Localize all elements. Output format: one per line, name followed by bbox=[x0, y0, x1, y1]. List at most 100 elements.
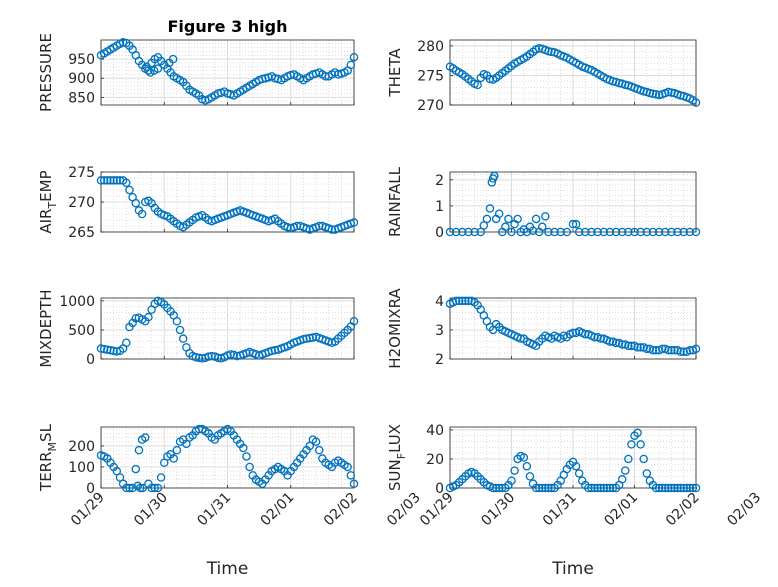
data-point bbox=[657, 483, 667, 493]
data-point bbox=[106, 346, 115, 355]
y-tick-label: 3 bbox=[435, 323, 444, 339]
data-point bbox=[670, 483, 679, 493]
x-tick-label: 01/31 bbox=[194, 490, 234, 530]
data-point bbox=[485, 74, 495, 84]
data-point bbox=[667, 483, 676, 493]
data-point bbox=[507, 227, 516, 237]
data-point bbox=[99, 344, 109, 354]
data-point bbox=[482, 214, 492, 224]
x-axis-label: Time bbox=[206, 559, 249, 579]
data-point bbox=[109, 176, 118, 185]
data-point bbox=[314, 445, 324, 455]
data-point bbox=[314, 221, 324, 231]
y-tick-label: 500 bbox=[68, 323, 95, 339]
data-point bbox=[667, 227, 676, 237]
data-point bbox=[685, 346, 695, 355]
y-axis-label: TERRMSL bbox=[37, 423, 59, 492]
y-tick-label: 2 bbox=[435, 352, 444, 368]
data-point bbox=[602, 483, 612, 493]
data-point bbox=[507, 476, 516, 485]
data-point bbox=[664, 483, 673, 493]
data-point bbox=[522, 461, 532, 471]
y-axis-label: THETA bbox=[386, 48, 404, 98]
data-point bbox=[144, 312, 153, 322]
data-point bbox=[133, 481, 142, 491]
data-point bbox=[642, 469, 652, 478]
data-point bbox=[661, 483, 670, 493]
data-point bbox=[587, 227, 596, 237]
data-point bbox=[670, 346, 679, 355]
data-point bbox=[624, 454, 633, 464]
data-point bbox=[125, 185, 134, 195]
data-point bbox=[636, 343, 645, 352]
data-point bbox=[624, 341, 633, 351]
data-point bbox=[150, 483, 160, 493]
data-point bbox=[636, 440, 645, 449]
x-tick-label: 02/02 bbox=[663, 490, 703, 530]
data-point bbox=[642, 227, 652, 237]
data-point bbox=[691, 344, 701, 354]
data-point bbox=[156, 473, 166, 482]
y-axis-label: AIRTEMP bbox=[37, 170, 59, 233]
data-point bbox=[464, 227, 473, 237]
data-point bbox=[593, 483, 602, 493]
data-point bbox=[679, 483, 688, 493]
y-tick-label: 1 bbox=[435, 199, 444, 215]
data-point bbox=[590, 483, 599, 493]
y-tick-label: 270 bbox=[417, 98, 444, 114]
y-tick-label: 1000 bbox=[59, 294, 95, 310]
data-point bbox=[470, 227, 479, 237]
data-point bbox=[491, 483, 501, 493]
data-point bbox=[473, 80, 482, 90]
data-point bbox=[691, 98, 701, 107]
data-point bbox=[299, 334, 308, 344]
data-point bbox=[605, 483, 615, 493]
data-point bbox=[490, 171, 499, 181]
data-point bbox=[103, 176, 112, 185]
data-point bbox=[172, 316, 182, 326]
data-point bbox=[544, 227, 553, 237]
data-point bbox=[587, 483, 596, 493]
data-point bbox=[621, 466, 630, 475]
y-tick-label: 0 bbox=[86, 352, 95, 368]
data-point bbox=[308, 333, 318, 342]
data-point bbox=[538, 483, 547, 493]
data-point bbox=[122, 338, 131, 347]
data-point bbox=[691, 483, 701, 493]
data-point bbox=[688, 483, 698, 493]
data-point bbox=[531, 214, 541, 224]
data-point bbox=[504, 214, 513, 224]
data-point bbox=[178, 334, 188, 343]
data-point bbox=[639, 454, 648, 464]
data-point bbox=[596, 483, 605, 493]
data-point bbox=[590, 332, 599, 342]
data-point bbox=[673, 483, 682, 493]
data-point bbox=[661, 227, 670, 237]
y-tick-label: 850 bbox=[68, 90, 95, 106]
data-point bbox=[242, 452, 251, 461]
data-point bbox=[667, 346, 676, 355]
data-point bbox=[599, 227, 609, 237]
data-point bbox=[494, 483, 504, 493]
panel-air_temp: 265 270 275 AIRTEMP bbox=[37, 165, 359, 241]
data-point bbox=[131, 464, 141, 474]
y-tick-label: 4 bbox=[435, 294, 444, 310]
data-point bbox=[141, 433, 150, 442]
data-point bbox=[654, 483, 664, 493]
data-point bbox=[633, 343, 642, 352]
data-point bbox=[109, 346, 118, 356]
data-point bbox=[541, 483, 550, 493]
x-tick-label: 02/02 bbox=[321, 490, 361, 530]
y-tick-label: 950 bbox=[68, 52, 95, 68]
data-point bbox=[349, 218, 359, 227]
data-point bbox=[568, 219, 578, 229]
data-point bbox=[513, 214, 522, 224]
data-point bbox=[172, 445, 182, 455]
data-point bbox=[651, 483, 661, 493]
data-point bbox=[138, 483, 147, 493]
chart-title: Figure 3 high bbox=[168, 17, 288, 36]
data-point bbox=[627, 440, 636, 449]
data-point bbox=[645, 88, 655, 98]
